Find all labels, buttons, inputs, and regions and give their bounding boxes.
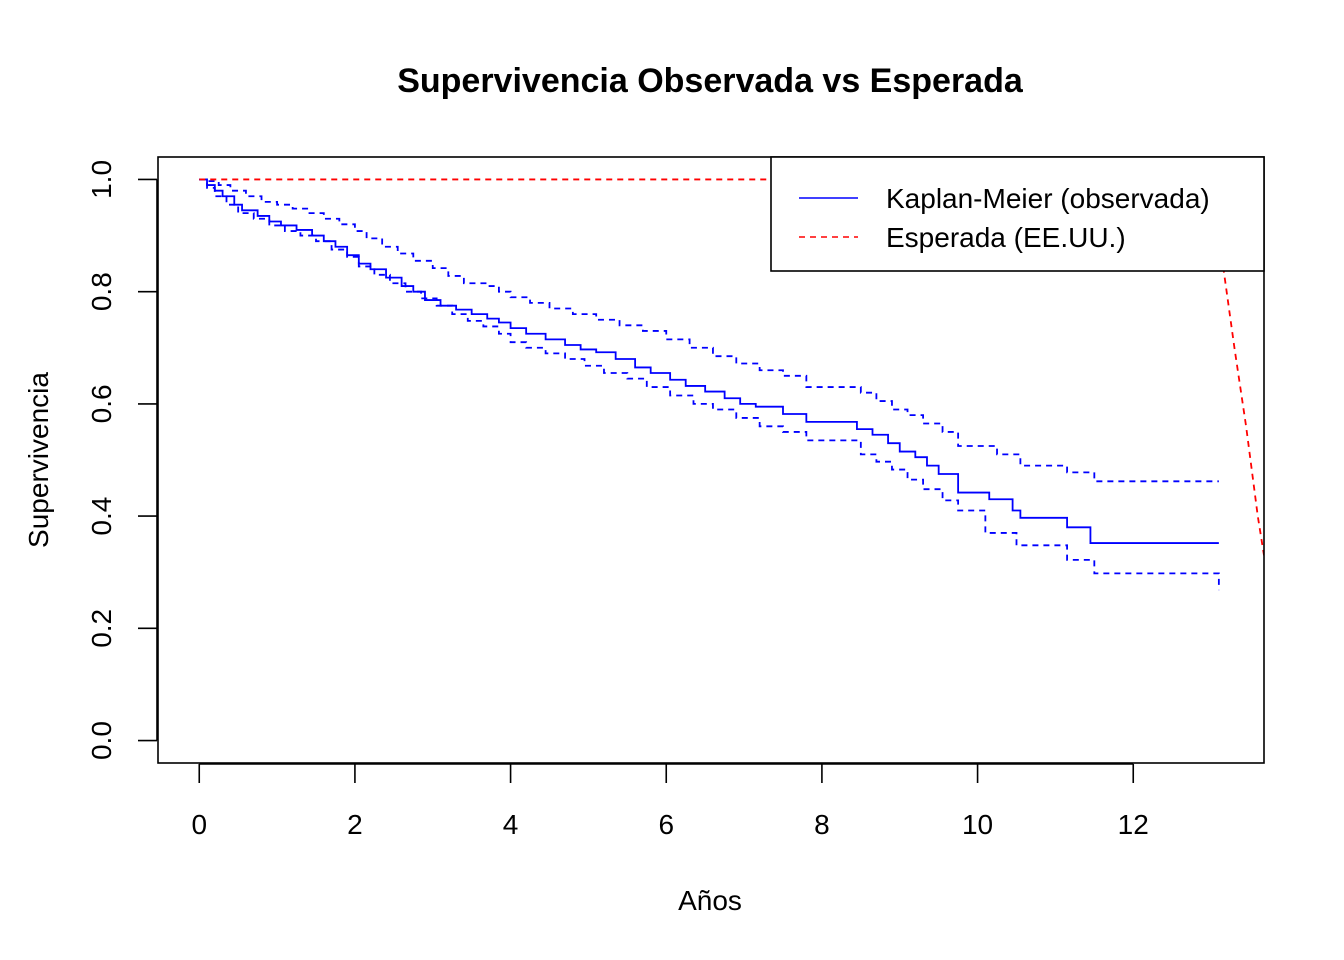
y-tick-label: 1.0 [86,160,117,199]
series-layer [199,178,1264,591]
legend-box [770,156,1265,272]
y-tick-label: 0.6 [86,384,117,423]
x-tick-label: 4 [503,809,519,840]
x-tick-label: 0 [191,809,207,840]
chart-title: Supervivencia Observada vs Esperada [397,62,1024,100]
legend-label-km: Kaplan-Meier (observada) [886,183,1210,214]
series-line-km-ci-2 [199,178,1220,591]
series-line-km [199,178,1219,544]
y-axis: 0.0 0.2 0.4 0.6 0.8 1.0 [86,160,158,760]
y-tick-label: 0.2 [86,609,117,648]
legend-label-expected: Esperada (EE.UU.) [886,222,1126,253]
y-tick-label: 0.8 [86,272,117,311]
y-axis-label: Supervivencia [23,372,54,548]
x-tick-label: 6 [658,809,674,840]
x-tick-label: 8 [814,809,830,840]
x-axis: 0 2 4 6 8 10 12 [191,763,1149,840]
series-line-expected [199,178,1264,556]
legend: Kaplan-Meier (observada) Esperada (EE.UU… [770,156,1265,272]
x-tick-label: 12 [1118,809,1149,840]
x-axis-label: Años [678,885,742,916]
x-tick-label: 10 [962,809,993,840]
x-tick-label: 2 [347,809,363,840]
plot-frame [157,156,1265,764]
y-tick-label: 0.4 [86,497,117,536]
y-tick-label: 0.0 [86,721,117,760]
